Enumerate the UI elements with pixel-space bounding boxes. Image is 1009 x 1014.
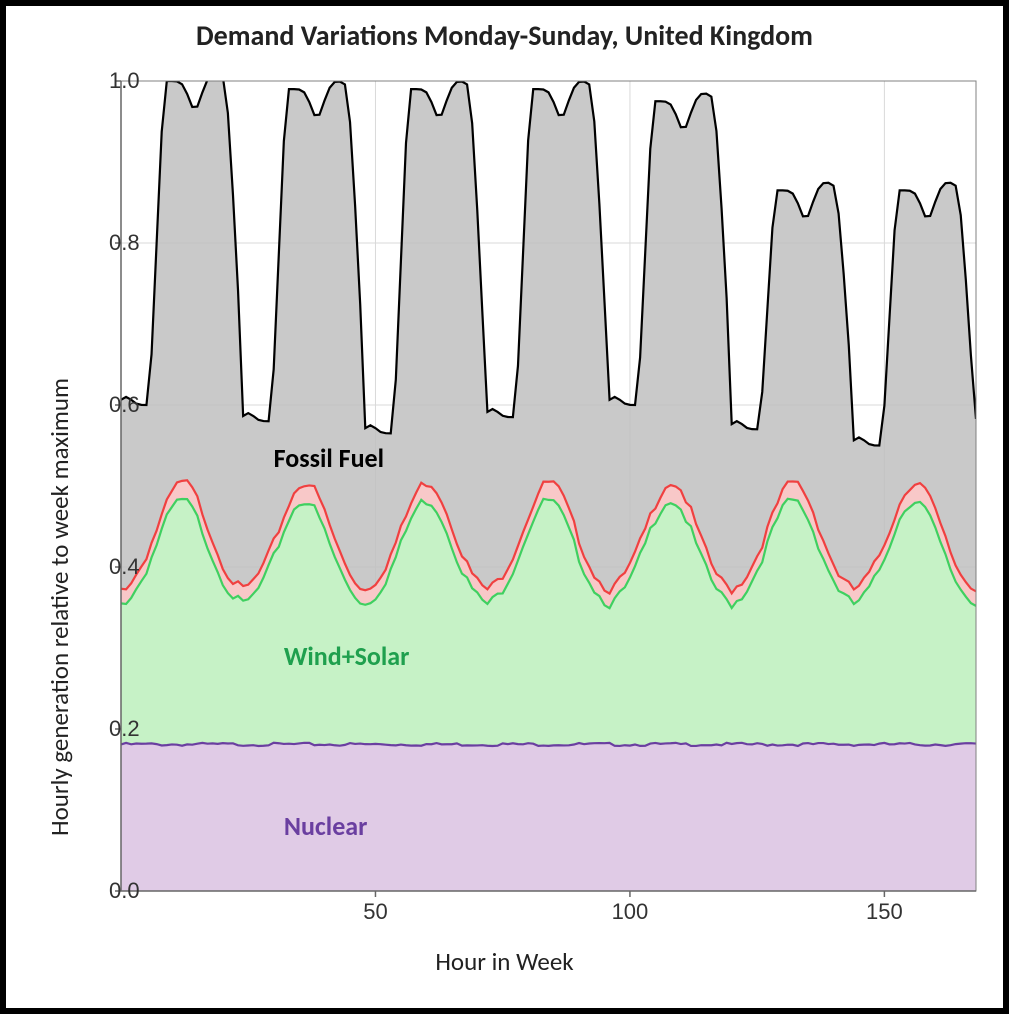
- x-tick: 100: [612, 899, 649, 925]
- chart-frame: Demand Variations Monday-Sunday, United …: [0, 0, 1009, 1014]
- nuclear-label: Nuclear: [284, 810, 368, 842]
- x-tick: 50: [363, 899, 387, 925]
- nuclear-area: [121, 743, 976, 891]
- y-tick: 0.4: [109, 554, 111, 580]
- y-tick: 0.0: [109, 878, 111, 904]
- y-tick: 1.0: [109, 68, 111, 94]
- wind-solar-label: Wind+Solar: [284, 640, 410, 672]
- y-tick: 0.6: [109, 392, 111, 418]
- y-tick: 0.2: [109, 716, 111, 742]
- x-axis-label: Hour in Week: [6, 946, 1003, 977]
- plot-area: [6, 6, 1006, 931]
- y-tick: 0.8: [109, 230, 111, 256]
- fossil-fuel-label: Fossil Fuel: [274, 442, 384, 474]
- x-tick: 150: [866, 899, 903, 925]
